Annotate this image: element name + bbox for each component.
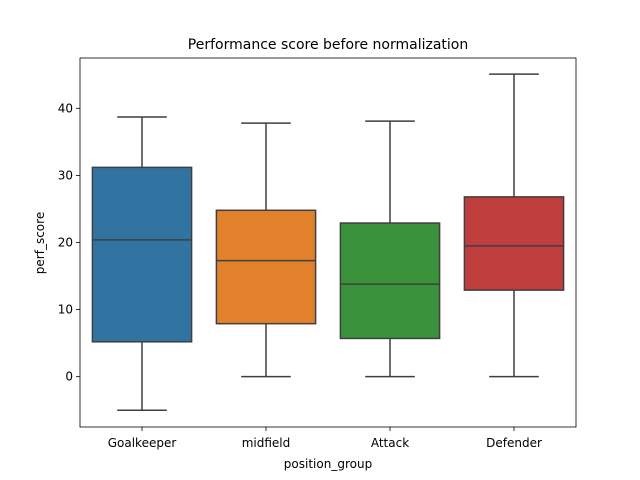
y-tick-label-10: 10	[58, 303, 73, 317]
y-tick-label-40: 40	[58, 101, 73, 115]
plot-frame	[79, 57, 577, 428]
box-goalkeeper	[91, 166, 193, 343]
box-defender	[463, 196, 565, 291]
box-attack	[339, 222, 441, 340]
x-axis-label: position_group	[284, 457, 372, 471]
x-tick-label-goalkeeper: Goalkeeper	[108, 436, 177, 450]
y-tick-label-30: 30	[58, 168, 73, 182]
chart-title: Performance score before normalization	[188, 37, 468, 53]
x-tick-label-defender: Defender	[486, 436, 542, 450]
y-tick-label-0: 0	[65, 370, 73, 384]
x-tick-label-attack: Attack	[371, 436, 409, 450]
x-tick-label-midfield: midfield	[242, 436, 291, 450]
y-tick-label-20: 20	[58, 236, 73, 250]
y-axis-label: perf_score	[33, 212, 47, 274]
box-midfield	[215, 209, 317, 325]
plot-area: Goalkeeper midfield Attack Defender 0 10 20 30 4…	[58, 73, 565, 450]
